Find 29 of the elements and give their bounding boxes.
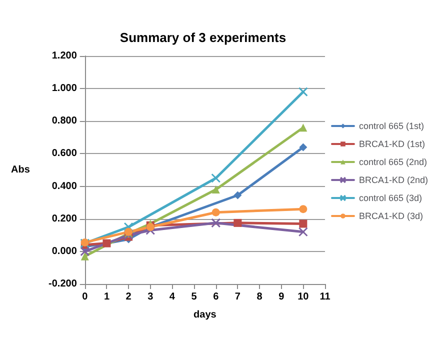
x-tick-label: 1 <box>104 292 110 302</box>
x-tick-label: 3 <box>148 292 154 302</box>
y-tick-label: 0.200 <box>52 213 78 224</box>
legend-label: control 665 (2nd) <box>358 157 428 167</box>
y-tick-label: 0.400 <box>52 180 78 192</box>
x-tick-label: 4 <box>169 292 176 302</box>
x-tick-label: 7 <box>234 292 241 302</box>
y-tick-label: 1.000 <box>52 83 78 94</box>
x-tick-label: 6 <box>213 292 220 302</box>
x-tick-label: 9 <box>278 292 285 302</box>
legend-label: BRCA1-KD (3d) <box>358 211 423 221</box>
legend-label: control 665 (1st) <box>358 121 424 131</box>
x-axis-title: days <box>194 310 217 320</box>
x-tick-label: 11 <box>320 292 331 302</box>
y-tick-label: -0.200 <box>48 278 78 290</box>
x-tick-label: 2 <box>126 292 132 302</box>
y-axis-title: Abs <box>10 164 30 176</box>
y-tick-label: 1.200 <box>52 50 78 62</box>
x-tick-label: 5 <box>191 292 198 302</box>
x-tick-label: 8 <box>256 292 263 302</box>
legend-label: BRCA1-KD (2nd) <box>358 175 428 185</box>
legend-label: BRCA1-KD (1st) <box>358 139 425 149</box>
x-tick-label: 0 <box>82 292 88 302</box>
y-tick-label: 0.000 <box>52 246 78 257</box>
x-tick-label: 10 <box>298 292 310 302</box>
legend-label: control 665 (3d) <box>358 193 422 203</box>
chart-title: Summary of 3 experiments <box>120 30 286 45</box>
y-tick-label: 0.800 <box>52 116 78 127</box>
y-tick-label: 0.600 <box>52 148 78 160</box>
